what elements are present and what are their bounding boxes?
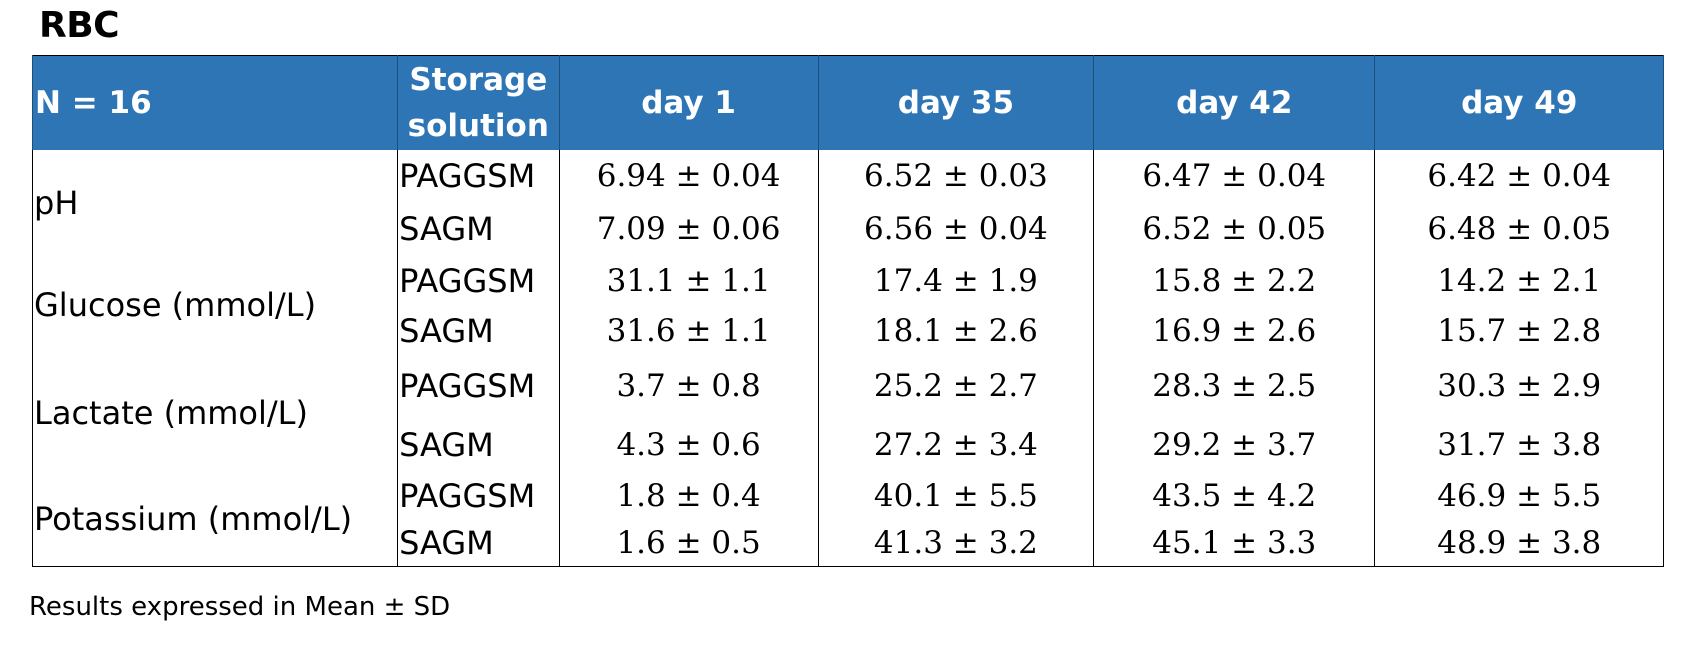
solution-cell: SAGM	[397, 418, 560, 472]
value-cell: 31.7 ± 3.8	[1374, 418, 1664, 472]
value-cell: 6.48 ± 0.05	[1374, 202, 1664, 255]
value-cell: 14.2 ± 2.1	[1374, 255, 1664, 307]
results-table: N = 16 Storage solution day 1 day 35 day …	[31, 55, 1664, 567]
header-day-42: day 42	[1093, 55, 1376, 150]
value-cell: 6.47 ± 0.04	[1093, 150, 1376, 202]
parameter-potassium: Potassium (mmol/L)	[31, 472, 399, 567]
value-cell: 43.5 ± 4.2	[1093, 472, 1376, 519]
header-sample-size: N = 16	[31, 55, 399, 150]
value-cell: 46.9 ± 5.5	[1374, 472, 1664, 519]
header-storage-line1: Storage	[409, 62, 548, 98]
footnote: Results expressed in Mean ± SD	[29, 592, 451, 622]
header-storage-line2: solution	[407, 108, 549, 144]
value-cell: 15.8 ± 2.2	[1093, 255, 1376, 307]
table-row: SAGM 4.3 ± 0.6 27.2 ± 3.4 29.2 ± 3.7 31.…	[33, 418, 1664, 472]
solution-cell: PAGGSM	[397, 150, 560, 202]
table-row: SAGM 31.6 ± 1.1 18.1 ± 2.6 16.9 ± 2.6 15…	[33, 307, 1664, 354]
value-cell: 30.3 ± 2.9	[1374, 354, 1664, 418]
value-cell: 28.3 ± 2.5	[1093, 354, 1376, 418]
value-cell: 31.1 ± 1.1	[558, 255, 819, 307]
solution-cell: PAGGSM	[397, 354, 560, 418]
value-cell: 16.9 ± 2.6	[1093, 307, 1376, 354]
table-row: SAGM 1.6 ± 0.5 41.3 ± 3.2 45.1 ± 3.3 48.…	[33, 519, 1664, 567]
value-cell: 31.6 ± 1.1	[558, 307, 819, 354]
value-cell: 45.1 ± 3.3	[1093, 519, 1376, 567]
parameter-lactate: Lactate (mmol/L)	[31, 354, 399, 472]
header-storage-solution: Storage solution	[397, 55, 560, 150]
solution-cell: SAGM	[397, 519, 560, 567]
value-cell: 6.52 ± 0.03	[817, 150, 1095, 202]
table-row: Glucose (mmol/L) PAGGSM 31.1 ± 1.1 17.4 …	[31, 255, 1664, 354]
value-cell: 7.09 ± 0.06	[558, 202, 819, 255]
parameter-glucose: Glucose (mmol/L)	[31, 255, 399, 354]
header-row: N = 16 Storage solution day 1 day 35 day …	[31, 55, 1664, 150]
value-cell: 15.7 ± 2.8	[1374, 307, 1664, 354]
table-row: pH PAGGSM 6.94 ± 0.04 6.52 ± 0.03 6.47 ±…	[31, 150, 1664, 255]
value-cell: 41.3 ± 3.2	[817, 519, 1095, 567]
value-cell: 18.1 ± 2.6	[817, 307, 1095, 354]
value-cell: 48.9 ± 3.8	[1374, 519, 1664, 567]
solution-cell: PAGGSM	[397, 255, 560, 307]
solution-cell: SAGM	[397, 307, 560, 354]
value-cell: 3.7 ± 0.8	[558, 354, 819, 418]
value-cell: 4.3 ± 0.6	[558, 418, 819, 472]
value-cell: 40.1 ± 5.5	[817, 472, 1095, 519]
table-title: RBC	[39, 5, 120, 46]
value-cell: 27.2 ± 3.4	[817, 418, 1095, 472]
solution-cell: PAGGSM	[397, 472, 560, 519]
table-row: SAGM 7.09 ± 0.06 6.56 ± 0.04 6.52 ± 0.05…	[33, 202, 1664, 255]
value-cell: 6.94 ± 0.04	[558, 150, 819, 202]
header-day-49: day 49	[1374, 55, 1664, 150]
value-cell: 6.52 ± 0.05	[1093, 202, 1376, 255]
table-row: Lactate (mmol/L) PAGGSM 3.7 ± 0.8 25.2 ±…	[31, 354, 1664, 472]
header-day-1: day 1	[558, 55, 819, 150]
value-cell: 1.6 ± 0.5	[558, 519, 819, 567]
value-cell: 6.42 ± 0.04	[1374, 150, 1664, 202]
value-cell: 1.8 ± 0.4	[558, 472, 819, 519]
value-cell: 6.56 ± 0.04	[817, 202, 1095, 255]
solution-cell: SAGM	[397, 202, 560, 255]
value-cell: 17.4 ± 1.9	[817, 255, 1095, 307]
table-row: Potassium (mmol/L) PAGGSM 1.8 ± 0.4 40.1…	[31, 472, 1664, 567]
header-day-35: day 35	[817, 55, 1095, 150]
value-cell: 25.2 ± 2.7	[817, 354, 1095, 418]
value-cell: 29.2 ± 3.7	[1093, 418, 1376, 472]
parameter-ph: pH	[31, 150, 399, 255]
